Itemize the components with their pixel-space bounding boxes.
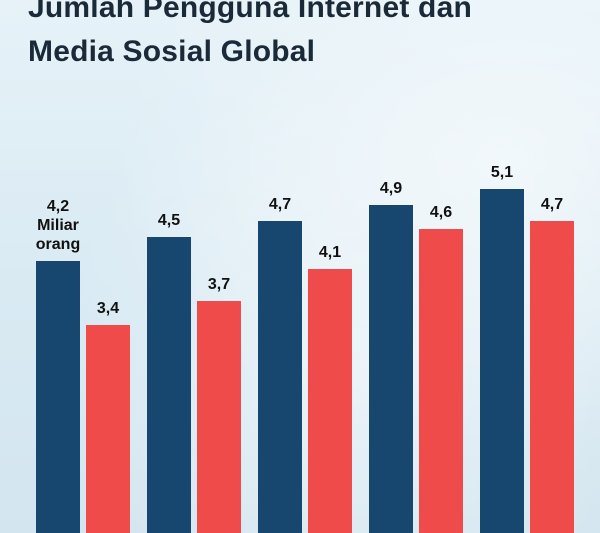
data-label-series1-1: 4,2 Miliar orang (36, 198, 80, 253)
chart-title-line-2: Media Sosial Global (28, 35, 316, 68)
chart-title: Jumlah Pengguna Internet dan Media Sosia… (28, 0, 472, 74)
data-label-series2-5: 4,7 (541, 196, 563, 213)
bar-series2-1 (86, 325, 130, 533)
bar-series2-4 (419, 229, 463, 533)
data-label-series1-2: 4,5 (158, 212, 180, 229)
value-text: 4,2 (47, 198, 69, 215)
data-label-series2-2: 3,7 (208, 276, 230, 293)
chart-title-line-1: Jumlah Pengguna Internet dan (28, 0, 472, 24)
bar-series1-4 (369, 205, 413, 533)
unit-text: Miliar (37, 217, 79, 234)
bar-series1-1 (36, 261, 80, 533)
bar-series1-2 (147, 237, 191, 533)
data-label-series1-5: 5,1 (491, 164, 513, 181)
unit-text: orang (36, 236, 80, 253)
data-label-series2-1: 3,4 (97, 300, 119, 317)
bar-series1-3 (258, 221, 302, 533)
data-label-series2-4: 4,6 (430, 204, 452, 221)
bar-series2-3 (308, 269, 352, 533)
data-label-series1-3: 4,7 (269, 196, 291, 213)
bar-series2-2 (197, 301, 241, 533)
data-label-series2-3: 4,1 (319, 244, 341, 261)
bar-series1-5 (480, 189, 524, 533)
bar-series2-5 (530, 221, 574, 533)
data-label-series1-4: 4,9 (380, 180, 402, 197)
